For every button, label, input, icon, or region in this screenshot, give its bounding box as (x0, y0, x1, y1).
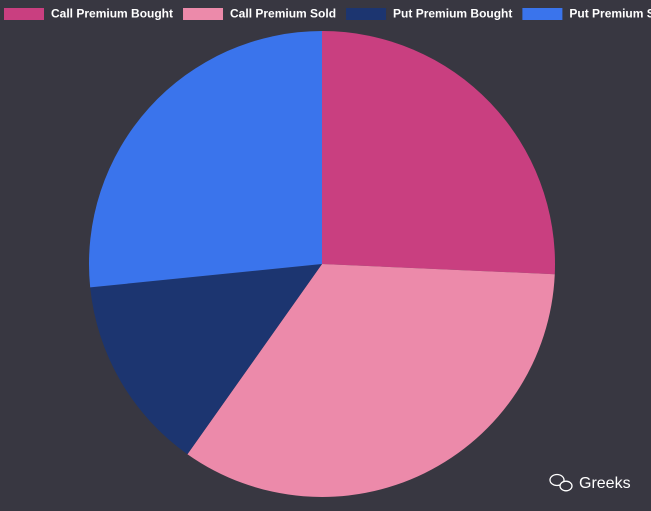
legend-item[interactable]: Call Premium Bought (4, 7, 173, 21)
wechat-icon (549, 473, 573, 492)
watermark: Greeks (549, 473, 631, 492)
pie (88, 31, 555, 497)
legend-label: Put Premium Sold (569, 7, 651, 21)
legend-label: Put Premium Bought (393, 7, 512, 21)
legend-item[interactable]: Put Premium Sold (522, 7, 651, 21)
pie-slice (90, 264, 322, 455)
legend-swatch (183, 8, 224, 20)
legend-item[interactable]: Put Premium Bought (346, 7, 512, 21)
legend-label: Call Premium Sold (230, 7, 336, 21)
legend-swatch (4, 8, 44, 20)
watermark-text: Greeks (579, 475, 631, 492)
legend-label: Call Premium Bought (51, 7, 173, 21)
pie-slice (88, 31, 322, 288)
pie-slice (322, 31, 555, 275)
pie-slice (187, 264, 555, 497)
legend-swatch (522, 8, 563, 20)
legend-swatch (346, 8, 387, 20)
legend-item[interactable]: Call Premium Sold (183, 7, 336, 21)
legend: Call Premium Bought Call Premium Sold Put … (4, 7, 651, 21)
